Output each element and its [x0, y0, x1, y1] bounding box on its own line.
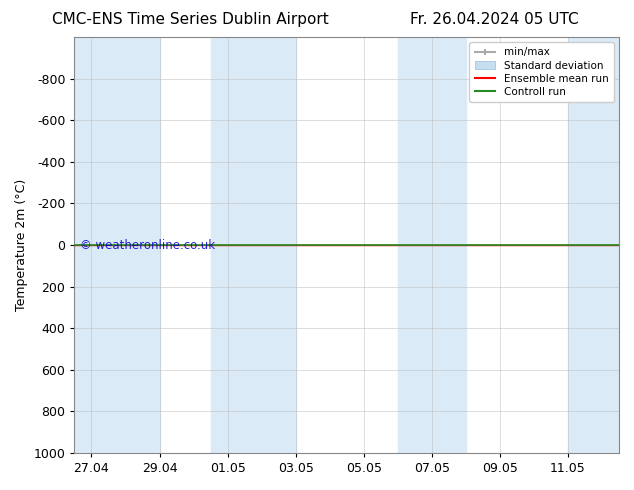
- Legend: min/max, Standard deviation, Ensemble mean run, Controll run: min/max, Standard deviation, Ensemble me…: [469, 42, 614, 102]
- Text: Fr. 26.04.2024 05 UTC: Fr. 26.04.2024 05 UTC: [410, 12, 579, 27]
- Y-axis label: Temperature 2m (°C): Temperature 2m (°C): [15, 179, 28, 311]
- Bar: [568, 37, 619, 453]
- Bar: [74, 37, 160, 453]
- Bar: [398, 37, 466, 453]
- Text: © weatheronline.co.uk: © weatheronline.co.uk: [80, 239, 215, 251]
- Text: CMC-ENS Time Series Dublin Airport: CMC-ENS Time Series Dublin Airport: [52, 12, 328, 27]
- Bar: [210, 37, 295, 453]
